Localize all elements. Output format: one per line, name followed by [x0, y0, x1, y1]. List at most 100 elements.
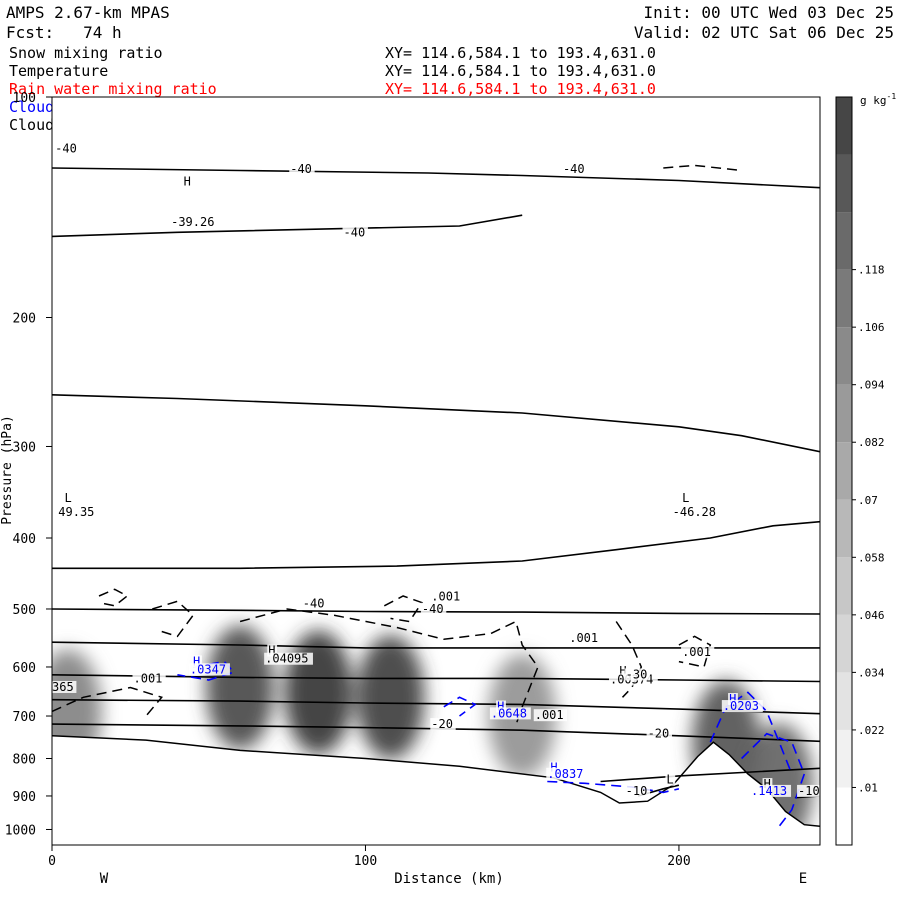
- annotation-26: -20: [648, 727, 670, 741]
- colorbar-swatch-12: [836, 97, 852, 155]
- field-xy-2: XY= 114.6,584.1 to 193.4,631.0: [385, 80, 656, 98]
- snow-maximum-2: [356, 635, 425, 760]
- isotherm-2: [52, 394, 820, 453]
- annotation-37: -40: [563, 162, 585, 176]
- colorbar-swatch-4: [836, 557, 852, 615]
- annotation-bg-13: [301, 597, 328, 610]
- annotation-1: -39.26: [171, 215, 214, 229]
- annotation-bg-28: [546, 767, 588, 780]
- annotation-5: -46.28: [673, 505, 716, 519]
- annotation-bg-21: [489, 707, 531, 720]
- y-tick-label-2: 300: [13, 440, 36, 455]
- annotation-bg-24: [721, 700, 763, 713]
- annotation-25: -20: [431, 717, 453, 731]
- y-tick-label-0: 100: [13, 91, 36, 106]
- annotation-6: H: [268, 644, 275, 658]
- annotation-32: .1413: [751, 784, 787, 798]
- annotation-bg-14: [420, 602, 447, 615]
- annotation-15: .001: [569, 631, 598, 645]
- model-title: AMPS 2.67-km MPAS: [6, 3, 170, 22]
- y-tick-label-5: 600: [13, 661, 36, 676]
- annotation-35: -40: [290, 162, 312, 176]
- colorbar-label-2: .034: [858, 666, 885, 679]
- annotation-bg-35: [289, 163, 315, 176]
- annotation-23: H: [729, 692, 736, 706]
- colorbar-label-7: .094: [858, 379, 885, 392]
- annotation-36: -40: [344, 225, 366, 239]
- annotation-bg-33: [797, 784, 823, 797]
- cloud-ice-contour-0: [98, 588, 129, 607]
- annotation-bg-0: [182, 175, 193, 188]
- annotation-2: L: [65, 491, 72, 505]
- annotation-12: .001: [431, 590, 460, 604]
- annotation-30: -10: [626, 784, 648, 798]
- annotation-bg-37: [561, 163, 588, 176]
- annotation-bg-36: [342, 226, 368, 239]
- x-tick-label-2: 200: [667, 854, 690, 869]
- annotation-bg-34: [54, 142, 80, 155]
- annotation-bg-23: [728, 693, 738, 706]
- colorbar-label-0: .01: [858, 781, 878, 794]
- x-end-label-east: E: [799, 871, 807, 887]
- cloud-ice-contour-3: [383, 595, 424, 623]
- isotherm-3: [52, 520, 820, 570]
- annotation-19: -30: [626, 667, 648, 681]
- below-ground-mask: [52, 735, 820, 845]
- annotation-bg-4: [681, 491, 691, 504]
- annotation-13: -40: [303, 597, 325, 611]
- annotation-0: H: [184, 174, 191, 188]
- colorbar-label-8: .106: [858, 321, 885, 334]
- annotation-7: .04095: [265, 652, 308, 666]
- colorbar-units-exponent: -1: [887, 92, 897, 101]
- annotation-16: .001: [682, 645, 711, 659]
- colorbar-label-9: .118: [858, 264, 885, 277]
- colorbar-label-3: .046: [858, 609, 885, 622]
- annotation-20: H: [497, 700, 504, 714]
- annotation-bg-16: [681, 646, 715, 659]
- y-tick-label-8: 900: [13, 790, 36, 805]
- annotation-bg-22: [533, 709, 567, 722]
- annotation-bg-17: [618, 664, 629, 677]
- x-tick-label-1: 100: [354, 854, 377, 869]
- annotation-34: -40: [55, 141, 77, 155]
- colorbar-frame: [835, 96, 853, 846]
- colorbar-swatch-1: [836, 729, 852, 788]
- y-axis-label: Pressure (hPa): [0, 415, 15, 525]
- colorbar-swatch-11: [836, 154, 852, 213]
- colorbar-swatch-5: [836, 499, 852, 558]
- colorbar-swatch-3: [836, 614, 852, 673]
- annotation-3: 49.35: [58, 505, 94, 519]
- y-tick-label-9: 1000: [5, 823, 36, 838]
- colorbar-swatch-6: [836, 442, 852, 500]
- annotation-bg-20: [496, 700, 506, 713]
- snow-maximum-0: [206, 625, 275, 750]
- x-tick-label-0: 0: [48, 854, 56, 869]
- annotation-9: .0347: [190, 662, 226, 676]
- valid-time: Valid: 02 UTC Sat 06 Dec 25: [634, 23, 894, 42]
- annotation-24: .0203: [723, 699, 759, 713]
- annotation-bg-11: [51, 680, 77, 693]
- isotherm-9: [600, 767, 820, 783]
- cloud-water-contour-1: [443, 696, 477, 717]
- annotation-bg-12: [430, 590, 464, 603]
- x-axis-label: Distance (km): [394, 871, 504, 887]
- y-tick-label-3: 400: [13, 532, 36, 547]
- plot-frame: [51, 96, 821, 846]
- annotation-29: L: [666, 773, 673, 787]
- isotherm-0: [52, 167, 820, 189]
- annotation-bg-31: [762, 778, 773, 791]
- field-xy-0: XY= 114.6,584.1 to 193.4,631.0: [385, 44, 656, 62]
- annotation-bg-7: [264, 652, 313, 665]
- annotation-11: 365: [52, 680, 74, 694]
- annotation-21: .0648: [491, 706, 527, 720]
- y-tick-label-4: 500: [13, 603, 36, 618]
- cloud-water-contour-4: [741, 732, 806, 827]
- annotation-bg-3: [57, 505, 99, 518]
- x-end-label-west: W: [100, 871, 109, 887]
- colorbar-label-5: .07: [858, 494, 878, 507]
- annotation-14: -40: [422, 602, 444, 616]
- annotation-bg-6: [267, 644, 278, 657]
- field-name-1: Temperature: [9, 62, 108, 80]
